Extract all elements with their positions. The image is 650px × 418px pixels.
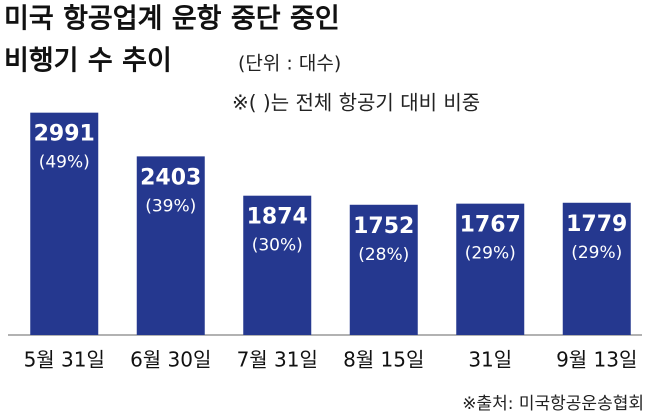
- x-tick-label: 5월 31일: [24, 348, 105, 372]
- chart-note: ※( )는 전체 항공기 대비 비중: [232, 91, 480, 115]
- share-label: (28%): [358, 245, 409, 265]
- value-label: 2403: [140, 165, 201, 190]
- x-tick-label: 31일: [468, 348, 512, 372]
- chart-title: 미국 항공업계 운항 중단 중인: [4, 4, 340, 35]
- share-label: (30%): [252, 236, 303, 256]
- share-label: (39%): [145, 196, 196, 216]
- chart-title: 비행기 수 추이: [4, 46, 172, 77]
- chart-subtitle: (단위 : 대수): [238, 53, 341, 75]
- share-label: (29%): [571, 243, 622, 263]
- share-label: (49%): [39, 153, 90, 173]
- value-label: 1752: [353, 214, 414, 239]
- x-tick-label: 8월 15일: [343, 348, 424, 372]
- value-label: 1779: [566, 212, 627, 237]
- chart-source: ※출처: 미국항공운송협회: [462, 394, 644, 414]
- bar: [562, 202, 631, 335]
- value-label: 1767: [460, 213, 521, 238]
- bar: [456, 203, 525, 335]
- value-label: 2991: [34, 122, 95, 147]
- x-tick-label: 7월 31일: [237, 348, 318, 372]
- share-label: (29%): [465, 244, 516, 264]
- x-tick-label: 6월 30일: [130, 348, 211, 372]
- x-tick-label: 9월 13일: [556, 348, 637, 372]
- value-label: 1874: [247, 205, 308, 230]
- bar: [136, 156, 205, 335]
- bar: [30, 112, 99, 335]
- bar: [243, 195, 312, 335]
- bar: [349, 204, 418, 335]
